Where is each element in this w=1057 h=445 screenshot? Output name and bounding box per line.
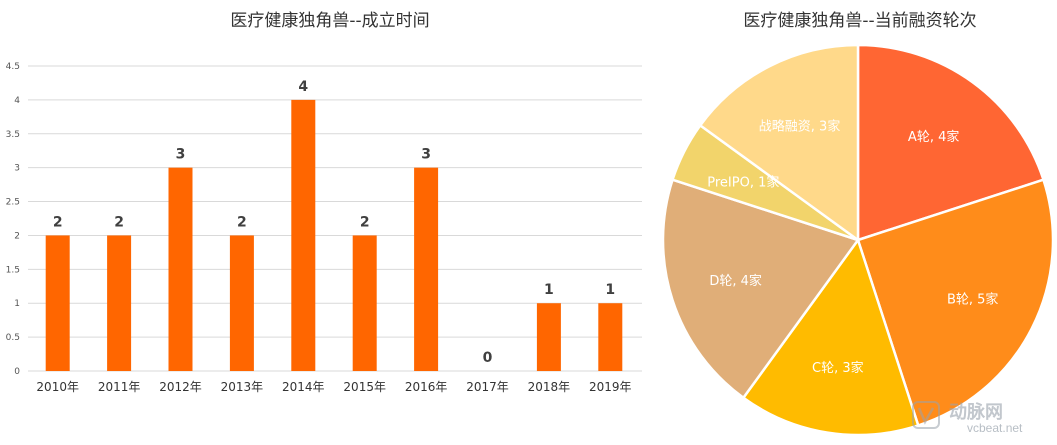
pie-slice [856,43,1046,242]
pie-slice-label: C轮, 3家 [812,360,864,376]
bar [536,303,561,371]
x-tick-label: 2018年 [528,380,571,394]
x-tick-label: 2012年 [159,380,202,394]
bar-value-label: 2 [360,214,370,230]
pie-chart: A轮, 4家 B轮, 5家 C轮, 3家 D轮, 4家 PreIPO, 1家 战略融资, … [661,43,1055,437]
bar-value-label: 2 [114,214,124,230]
watermark-url: vcbeat.net [967,421,1023,435]
pie-slice-label: A轮, 4家 [908,129,959,145]
pie-slice [856,178,1055,428]
bar [45,235,70,371]
bar [291,99,316,371]
y-tick-label: 0 [14,367,20,377]
bar-value-label: 0 [483,350,493,366]
y-tick-label: 1.5 [6,265,20,275]
pie-slice-label: B轮, 5家 [947,291,998,307]
bar [229,235,254,371]
x-tick-label: 2011年 [98,380,141,394]
x-tick-label: 2016年 [405,380,448,394]
bar [352,235,377,371]
watermark: 动脉网 vcbeat.net [912,401,1023,435]
bar-chart-title: 医疗健康独角兽--成立时间 [230,11,430,31]
bar-value-label: 1 [605,282,615,298]
pie-slice [661,178,861,400]
pie-slice [698,43,860,243]
bar-value-label: 3 [421,147,431,163]
pie-slice [741,237,920,437]
y-tick-label: 4 [14,96,20,106]
bar-value-label: 2 [53,214,63,230]
pie-slice-label: D轮, 4家 [709,273,762,289]
bar [168,167,193,371]
bar-value-label: 3 [176,147,186,163]
y-tick-label: 3 [14,164,20,174]
y-tick-label: 2 [14,231,20,241]
bar [414,167,439,371]
x-tick-label: 2013年 [221,380,264,394]
x-tick-label: 2019年 [589,380,632,394]
pie-chart-title: 医疗健康独角兽--当前融资轮次 [743,11,977,31]
x-tick-label: 2017年 [466,380,509,394]
y-tick-label: 2.5 [6,198,20,208]
x-tick-label: 2014年 [282,380,325,394]
y-tick-label: 1 [14,299,20,309]
pie-slice-label: PreIPO, 1家 [707,175,779,191]
bar-chart: 0 0.5 1 1.5 2 2.5 3 3.5 4 4.5 2 2010年 2 2011年 3 2012年 2 2… [6,62,642,394]
x-tick-label: 2010年 [36,380,79,394]
bar [598,303,623,371]
watermark-logo-icon [912,401,940,429]
y-tick-label: 0.5 [6,333,20,343]
bar-value-label: 2 [237,214,247,230]
y-tick-label: 4.5 [6,62,20,72]
watermark-name: 动脉网 [949,401,1003,422]
bar [107,235,132,371]
x-tick-label: 2015年 [343,380,386,394]
y-tick-label: 3.5 [6,130,20,140]
bar-value-label: 1 [544,282,554,298]
pie-slice-label: 战略融资, 3家 [759,118,841,134]
bar-value-label: 4 [298,79,308,95]
